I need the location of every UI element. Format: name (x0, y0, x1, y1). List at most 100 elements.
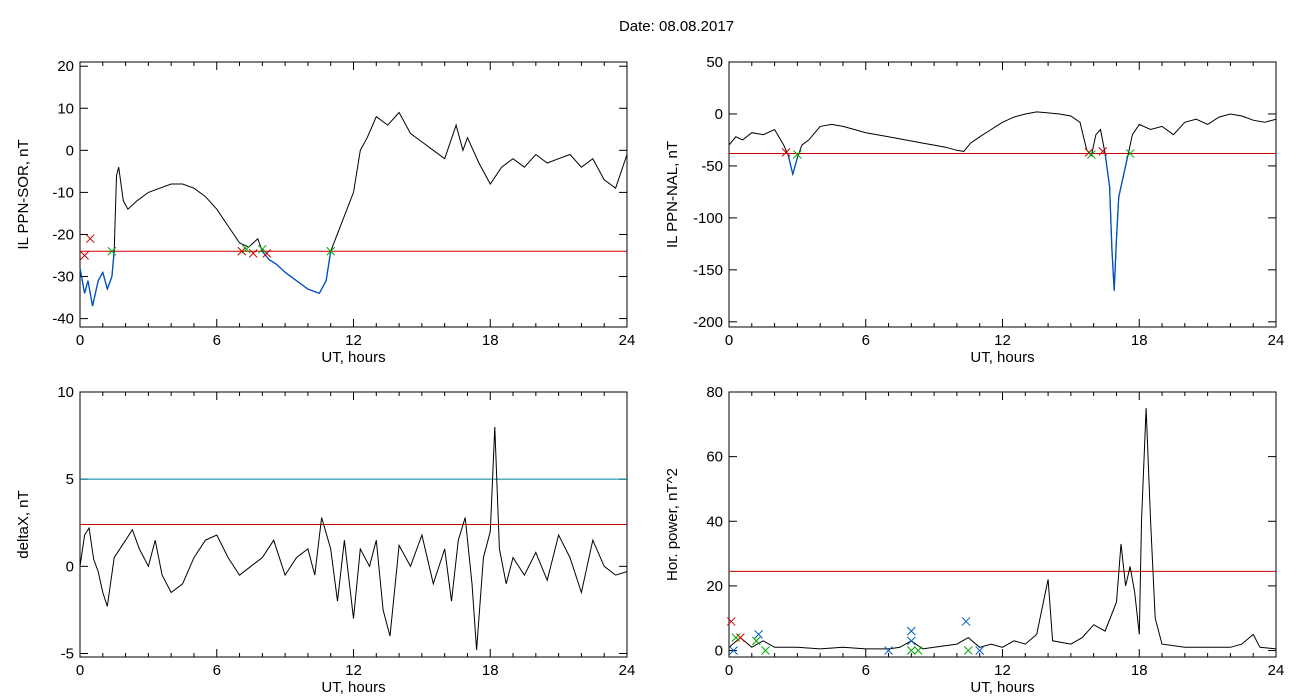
y-tick-label: 10 (57, 384, 74, 401)
x-axis-label: UT, hours (321, 349, 385, 366)
end-marker-stroke (906, 646, 916, 655)
plot-frame (728, 61, 1277, 328)
x-tick-label: 24 (1268, 332, 1285, 349)
start-marker-stroke (237, 246, 247, 256)
end-marker (1087, 150, 1096, 159)
below-threshold-segment (87, 280, 94, 307)
x-tick-label: 0 (76, 332, 84, 349)
y-axis-label: IL PPN-NAL, nT (664, 141, 681, 248)
y-tick-label: 20 (57, 58, 74, 75)
series-line (729, 111, 1276, 291)
plot-frame (79, 61, 628, 328)
start-marker (1098, 147, 1108, 156)
below-threshold-segment (284, 271, 297, 282)
end-marker-stroke (913, 646, 923, 655)
below-threshold-segment (111, 251, 115, 277)
x-tick-label: 6 (213, 662, 221, 679)
blue-marker-stroke (906, 626, 916, 636)
start-marker-stroke (85, 234, 95, 244)
chart-panel-1: 0 6 12 18 24 -40 -30 -20 -10 0 10 20 UT, hours IL PPN… (15, 58, 635, 366)
x-tick-label: 18 (482, 332, 499, 349)
y-tick-label: -5 (61, 646, 74, 663)
start-marker-stroke (726, 617, 736, 626)
y-tick-label: 80 (706, 384, 723, 401)
end-marker (751, 636, 761, 646)
below-threshold-segment (1118, 176, 1124, 198)
below-threshold-segment (307, 288, 320, 294)
x-axis-label: UT, hours (970, 679, 1034, 696)
y-tick-label: -200 (693, 314, 723, 331)
below-threshold-segment (792, 157, 799, 175)
below-threshold-segment (787, 155, 794, 175)
x-tick-label: 0 (725, 332, 733, 349)
blue-marker-stroke (906, 636, 916, 646)
below-threshold-segment (97, 272, 104, 282)
start-marker-stroke (736, 633, 745, 642)
end-marker-stroke (1087, 150, 1096, 159)
series-line (80, 111, 627, 307)
end-marker-stroke (1125, 149, 1135, 158)
y-tick-label: -100 (693, 210, 723, 227)
below-threshold-segment (106, 276, 113, 290)
blue-marker (754, 630, 763, 639)
start-marker-stroke (1098, 147, 1108, 156)
blue-marker-stroke (729, 646, 738, 655)
plot-frame (728, 391, 1277, 658)
x-tick-label: 12 (994, 662, 1011, 679)
end-marker-stroke (257, 244, 267, 254)
x-tick-label: 18 (1131, 662, 1148, 679)
x-tick-label: 24 (1268, 662, 1285, 679)
below-threshold-segment (1108, 186, 1113, 250)
end-marker-stroke (751, 636, 761, 646)
start-marker (248, 249, 258, 258)
start-marker-stroke (80, 251, 89, 260)
x-tick-label: 18 (1131, 332, 1148, 349)
y-tick-label: 0 (715, 106, 723, 123)
y-tick-label: 60 (706, 449, 723, 466)
below-threshold-segment (83, 280, 89, 294)
blue-marker (729, 646, 738, 655)
blue-marker-stroke (975, 646, 985, 655)
end-marker-stroke (761, 646, 770, 655)
blue-marker (906, 626, 916, 636)
y-tick-label: -20 (52, 226, 74, 243)
end-marker-stroke (107, 246, 117, 256)
end-marker-stroke (326, 246, 336, 256)
end-marker (242, 244, 251, 254)
y-tick-label: 0 (715, 643, 723, 660)
end-marker (257, 244, 267, 254)
x-tick-label: 6 (862, 332, 870, 349)
end-marker-stroke (963, 646, 973, 655)
below-threshold-segment (261, 250, 270, 261)
start-marker (726, 617, 736, 626)
below-threshold-segment (1122, 155, 1129, 177)
x-tick-label: 0 (76, 662, 84, 679)
y-tick-label: -40 (52, 311, 74, 328)
start-marker (781, 148, 791, 157)
x-tick-label: 12 (994, 332, 1011, 349)
end-marker-stroke (731, 633, 741, 642)
blue-marker-stroke (754, 630, 763, 639)
x-tick-label: 12 (345, 332, 362, 349)
end-marker (906, 646, 916, 655)
end-marker (963, 646, 973, 655)
start-marker (237, 246, 247, 256)
end-marker-stroke (242, 244, 251, 254)
end-marker (913, 646, 923, 655)
blue-marker-stroke (884, 646, 893, 655)
end-marker (326, 246, 336, 256)
y-axis-label: IL PPN-SOR, nT (15, 139, 32, 249)
x-axis-label: UT, hours (970, 349, 1034, 366)
y-axis-label: Hor. power, nT^2 (664, 468, 681, 581)
below-threshold-segment (275, 263, 286, 273)
start-marker-stroke (262, 249, 272, 258)
below-threshold-segment (91, 280, 99, 307)
x-tick-label: 6 (213, 332, 221, 349)
below-threshold-segment (296, 280, 309, 290)
start-marker (80, 251, 89, 260)
below-threshold-segment (1104, 153, 1111, 187)
end-marker (107, 246, 117, 256)
y-tick-label: 40 (706, 513, 723, 530)
blue-marker (884, 646, 893, 655)
x-tick-label: 0 (725, 662, 733, 679)
